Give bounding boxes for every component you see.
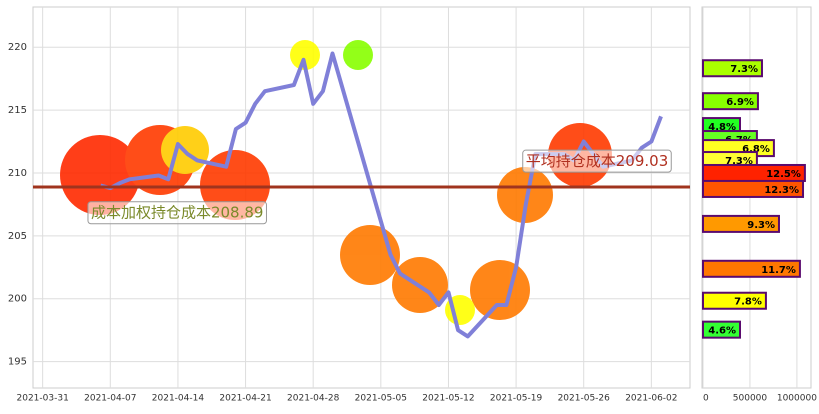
annotation: 平均持仓成本209.03 [526, 152, 669, 170]
x-tick-label: 2021-05-05 [355, 394, 407, 404]
x-tick-label: 2021-04-28 [287, 394, 340, 404]
bar-label: 7.3% [730, 64, 758, 75]
x-tick-label: 2021-05-19 [490, 394, 543, 404]
x-tick-label: 2021-06-02 [625, 394, 677, 404]
bar-label: 4.8% [708, 122, 736, 133]
x-tick-label: 2021-04-07 [84, 394, 136, 404]
x-tick-label: 2021-04-14 [152, 394, 205, 404]
y-tick-label: 215 [8, 105, 27, 116]
x-tick-label: 1000000 [777, 394, 817, 404]
x-tick-label: 0 [703, 394, 709, 404]
bar [702, 259, 801, 278]
y-tick-label: 200 [8, 294, 27, 305]
bar-label: 7.8% [734, 297, 762, 308]
x-tick-label: 2021-04-21 [219, 394, 271, 404]
annotation-box [522, 149, 672, 173]
y-tick-label: 195 [8, 357, 27, 368]
x-tick-label: 500000 [733, 394, 768, 404]
annotation-box [87, 201, 267, 225]
bar-label: 11.7% [761, 265, 796, 276]
bar [702, 214, 780, 233]
left-panel [32, 6, 691, 389]
bar [702, 291, 767, 310]
bar-label: 6.9% [726, 97, 754, 108]
bar [702, 320, 742, 339]
bar-label: 9.3% [747, 220, 775, 231]
bar [702, 92, 759, 111]
y-tick-label: 220 [8, 42, 27, 53]
bar [702, 59, 763, 78]
y-tick-label: 210 [8, 168, 27, 179]
x-tick-label: 2021-05-26 [558, 394, 611, 404]
annotation: 成本加权持仓成本208.89 [91, 204, 264, 222]
x-tick-label: 2021-05-12 [422, 394, 474, 404]
bar-label: 7.3% [725, 156, 753, 167]
bar-label: 12.5% [766, 169, 801, 180]
y-tick-label: 205 [8, 231, 27, 242]
bar-label: 6.8% [742, 144, 770, 155]
bar [702, 179, 805, 198]
bar-label: 4.6% [708, 326, 736, 337]
bar-label: 12.3% [764, 185, 799, 196]
x-tick-label: 2021-03-31 [17, 394, 69, 404]
